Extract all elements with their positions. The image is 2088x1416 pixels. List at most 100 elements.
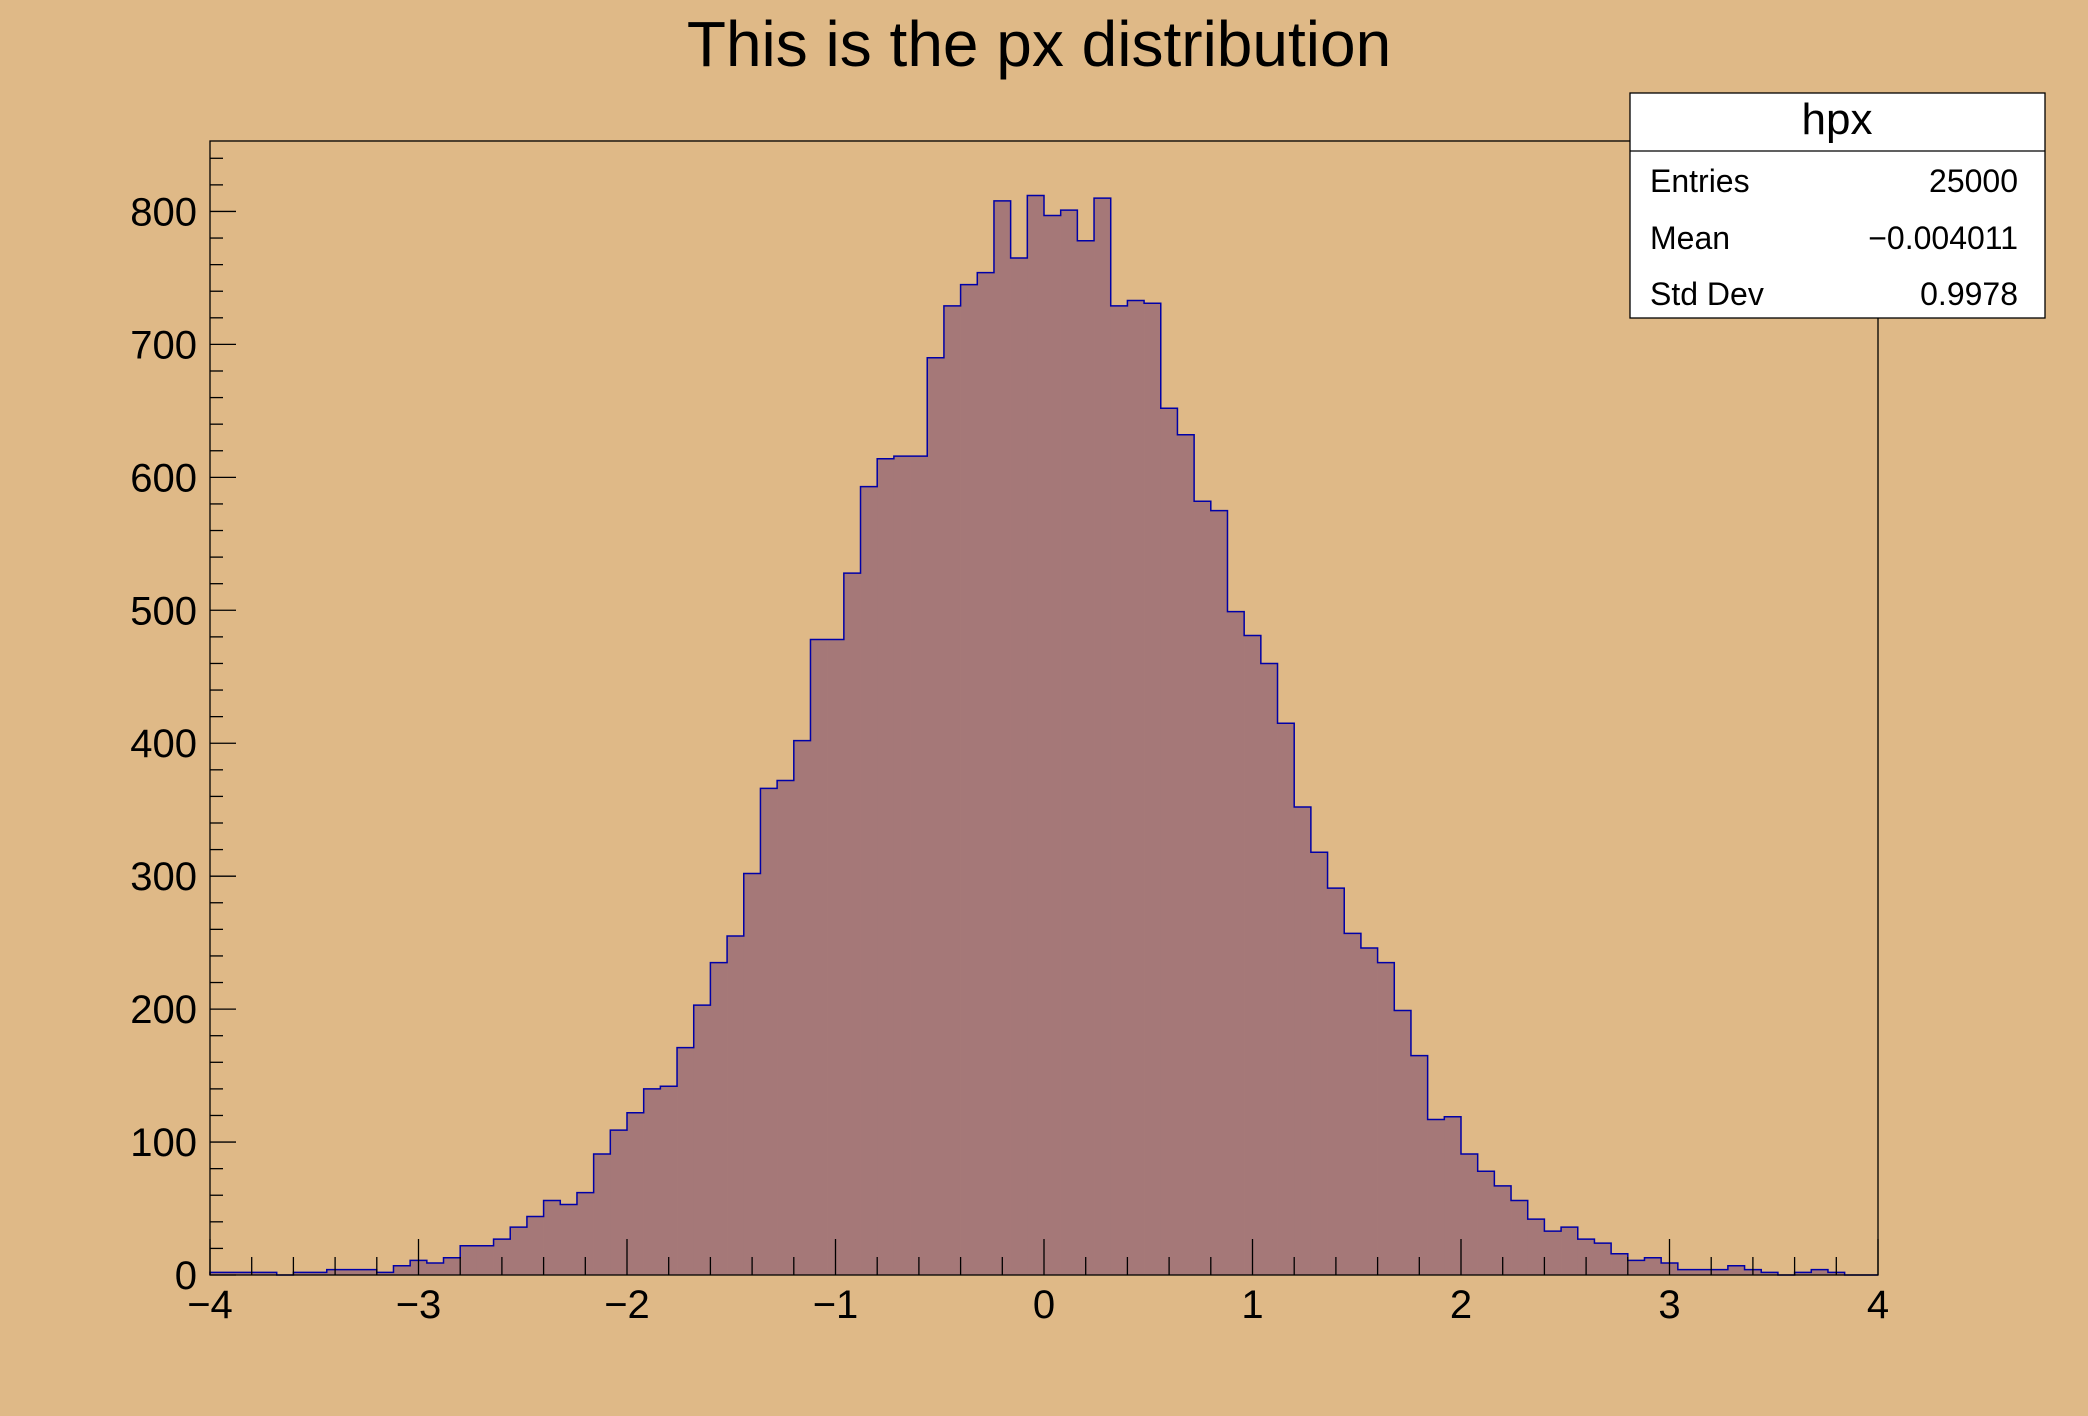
histogram-bin — [810, 639, 828, 1275]
histogram-bin — [760, 788, 778, 1275]
histogram-bin — [1594, 1243, 1612, 1275]
histogram-bin — [360, 1269, 378, 1275]
histogram-bin — [526, 1216, 544, 1275]
x-tick-label: −1 — [813, 1283, 859, 1327]
histogram-bin — [1561, 1227, 1579, 1275]
x-tick-label: −2 — [604, 1283, 650, 1327]
histogram-bin — [310, 1272, 328, 1275]
histogram-bin — [1360, 947, 1378, 1275]
histogram-bin — [1194, 501, 1212, 1276]
histogram-bin — [510, 1227, 528, 1275]
histogram-bin — [993, 200, 1011, 1276]
histogram-bin — [1611, 1253, 1629, 1275]
stats-box: hpx Entries 25000 Mean −0.004011 Std Dev… — [1629, 92, 2046, 319]
histogram-bin — [1077, 240, 1095, 1275]
y-tick-label: 200 — [130, 988, 197, 1032]
histogram-bin — [627, 1112, 644, 1275]
histogram-bin — [426, 1263, 444, 1275]
histogram-bin — [1327, 888, 1345, 1275]
x-tick-label: −3 — [396, 1283, 442, 1327]
histogram-bin — [260, 1272, 278, 1275]
histogram-bin — [226, 1272, 244, 1275]
histogram-bin — [1494, 1185, 1512, 1275]
histogram-bin — [210, 1272, 227, 1275]
stats-box-background — [1629, 92, 2046, 319]
y-tick-label: 500 — [130, 589, 197, 633]
y-tick-label: 600 — [130, 456, 197, 500]
histogram-bin — [460, 1245, 478, 1275]
histogram-bin — [1627, 1260, 1645, 1275]
histogram-bin — [893, 456, 911, 1275]
histogram-bin — [927, 357, 945, 1275]
histogram-bin — [1294, 807, 1312, 1275]
histogram-bin — [1277, 723, 1295, 1275]
histogram-bin — [1027, 195, 1045, 1275]
histogram-bin — [1511, 1200, 1529, 1275]
histogram-outline — [209, 194, 1878, 1276]
stats-box-title: hpx — [1802, 95, 1873, 144]
histogram-bin — [1110, 305, 1128, 1275]
histogram-bin — [693, 1005, 711, 1275]
histogram-bin — [743, 873, 761, 1275]
stats-entries-value: 25000 — [1929, 163, 2018, 199]
histogram-bin — [1711, 1269, 1729, 1275]
histogram-bin — [543, 1200, 561, 1275]
histogram-bin — [977, 272, 995, 1275]
histogram-bin — [877, 458, 895, 1276]
x-tick-label: −4 — [187, 1283, 233, 1327]
histogram-bin — [1227, 611, 1245, 1275]
histogram-bin — [843, 573, 861, 1275]
histogram-bin — [1010, 257, 1028, 1275]
histogram-bin — [610, 1130, 628, 1275]
histogram-bin — [1477, 1171, 1495, 1275]
histogram-bin — [727, 935, 745, 1275]
y-axis: 0 100 200 300 400 500 600 700 800 — [130, 157, 236, 1298]
histogram-bin — [1527, 1219, 1545, 1275]
histogram-bin — [1044, 215, 1061, 1275]
histogram-bin — [1794, 1272, 1812, 1275]
histogram-bin — [793, 740, 811, 1275]
histogram-bin — [343, 1269, 361, 1275]
histogram-bin — [1644, 1257, 1662, 1275]
y-tick-label: 300 — [130, 855, 197, 899]
stats-stddev-label: Std Dev — [1650, 276, 1764, 312]
stats-entries-label: Entries — [1650, 163, 1750, 199]
histogram-bin — [1427, 1119, 1445, 1275]
histogram-bin — [943, 305, 961, 1275]
histogram-bin — [860, 486, 878, 1275]
histogram-bin — [1144, 303, 1162, 1275]
histogram-bin — [476, 1245, 494, 1275]
histogram-bin — [1210, 510, 1228, 1275]
histogram-bin — [1694, 1269, 1712, 1275]
histogram-bin — [1177, 434, 1195, 1275]
histogram-bin — [1094, 198, 1112, 1276]
histogram-bin — [1544, 1231, 1562, 1275]
stats-mean-value: −0.004011 — [1868, 220, 2018, 256]
histogram-bin — [576, 1192, 594, 1275]
histogram-bin — [560, 1204, 578, 1275]
histogram-bin — [376, 1272, 394, 1275]
stats-stddev-value: 0.9978 — [1920, 276, 2018, 312]
histogram-bin — [1727, 1265, 1745, 1275]
histogram-bin — [1310, 852, 1328, 1275]
histogram-bin — [1461, 1154, 1478, 1275]
histogram-bin — [593, 1154, 611, 1275]
histogram-bin — [677, 1047, 695, 1275]
histogram-bin — [643, 1088, 661, 1275]
x-axis: −4 −3 −2 −1 0 1 2 3 4 — [187, 1239, 1889, 1327]
y-tick-label: 0 — [175, 1254, 197, 1298]
histogram-bin — [1160, 408, 1178, 1275]
y-tick-label: 800 — [130, 190, 197, 234]
histogram-bin — [1344, 933, 1362, 1275]
x-tick-label: 2 — [1450, 1283, 1472, 1327]
y-tick-label: 700 — [130, 323, 197, 367]
y-tick-label: 100 — [130, 1121, 197, 1165]
histogram-bin — [827, 639, 845, 1275]
chart-title: This is the px distribution — [687, 8, 1391, 80]
x-tick-label: 4 — [1867, 1283, 1889, 1327]
histogram-bin — [910, 456, 928, 1275]
histogram-bin — [1260, 663, 1278, 1275]
histogram-bin — [393, 1265, 411, 1275]
stats-mean-label: Mean — [1650, 220, 1730, 256]
